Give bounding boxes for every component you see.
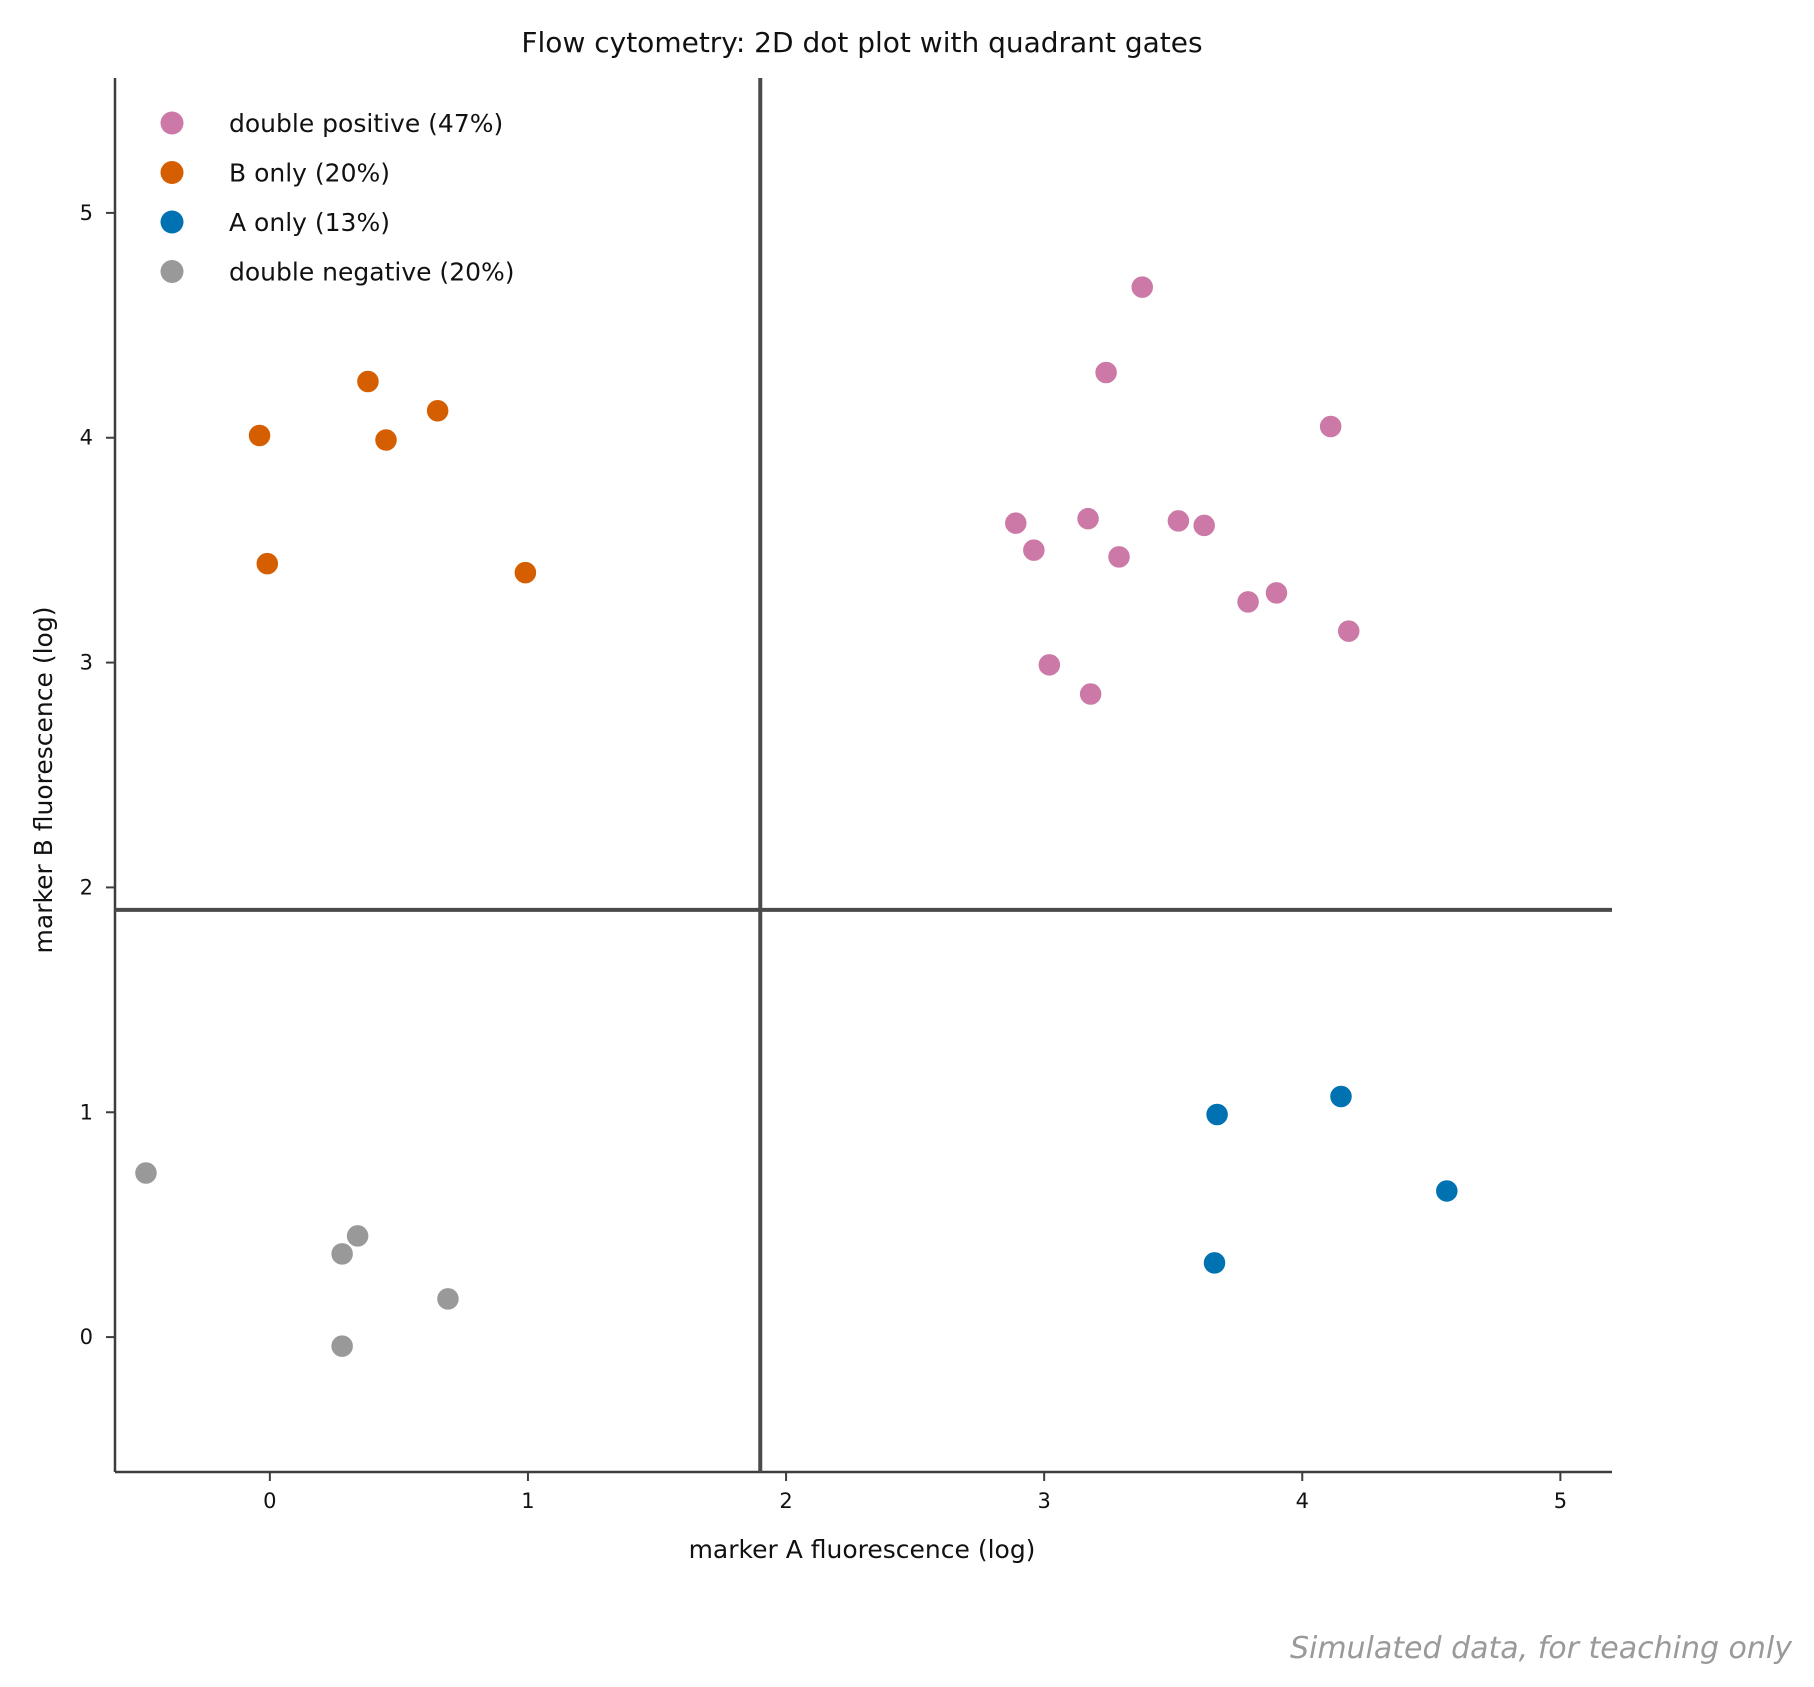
data-point — [1075, 506, 1101, 531]
series-1 — [247, 369, 538, 585]
data-point — [329, 1241, 355, 1267]
legend-marker — [160, 161, 184, 184]
data-point — [1434, 1178, 1460, 1204]
data-point — [1166, 508, 1191, 534]
data-point — [1204, 1102, 1230, 1127]
watermark-text: Simulated data, for teaching only — [1290, 1631, 1793, 1666]
data-point — [1078, 681, 1103, 707]
data-point — [355, 369, 381, 394]
legend-label: double positive (47%) — [229, 109, 503, 138]
y-axis-label: marker B fluorescence (log) — [29, 607, 58, 954]
legend-label: B only (20%) — [229, 159, 390, 188]
data-point — [1328, 1084, 1354, 1109]
x-tick-label: 3 — [1037, 1489, 1050, 1513]
legend-marker — [160, 260, 184, 283]
data-point — [1336, 618, 1361, 644]
x-tick-label: 4 — [1296, 1489, 1309, 1513]
legend-marker — [160, 111, 184, 135]
legend-label: double negative (20%) — [229, 258, 515, 287]
x-tick-label: 1 — [521, 1489, 534, 1513]
data-point — [513, 560, 538, 585]
data-point — [1093, 360, 1119, 385]
legend: double positive (47%) B only (20%) A only … — [160, 109, 515, 287]
data-point — [1021, 537, 1047, 563]
y-tick-label: 3 — [80, 651, 93, 675]
data-point — [255, 551, 280, 576]
data-point — [1191, 513, 1217, 538]
chart-title: Flow cytometry: 2D dot plot with quadran… — [521, 26, 1202, 59]
plot-area: 0 1 2 3 4 5 0 1 2 3 4 5 — [80, 78, 1612, 1513]
x-tick-label: 0 — [263, 1489, 276, 1513]
legend-item: double negative (20%) — [160, 258, 515, 287]
data-point — [1264, 580, 1289, 606]
data-point — [1202, 1250, 1227, 1276]
legend-marker — [160, 210, 184, 234]
data-point — [1106, 544, 1132, 570]
data-point — [1003, 510, 1029, 536]
legend-label: A only (13%) — [229, 208, 390, 237]
legend-item: A only (13%) — [160, 208, 390, 237]
y-tick-label: 4 — [80, 426, 93, 450]
y-tick-label: 2 — [80, 875, 93, 899]
data-point — [1037, 652, 1062, 678]
data-point — [373, 427, 399, 453]
data-point — [345, 1223, 370, 1249]
data-point — [329, 1333, 355, 1359]
series-2 — [1202, 1084, 1460, 1276]
data-point — [1130, 274, 1155, 300]
data-point — [133, 1160, 159, 1186]
series-3 — [133, 1160, 461, 1359]
legend-item: B only (20%) — [160, 159, 390, 188]
data-point — [1235, 589, 1261, 615]
y-tick-label: 1 — [80, 1100, 93, 1124]
legend-item: double positive (47%) — [160, 109, 503, 138]
data-point — [425, 398, 450, 424]
y-tick-label: 0 — [80, 1325, 93, 1349]
series-0 — [1003, 274, 1361, 707]
data-point — [1318, 414, 1343, 439]
x-axis-label: marker A fluorescence (log) — [689, 1535, 1036, 1564]
data-point — [435, 1286, 461, 1312]
x-tick-label: 5 — [1554, 1489, 1567, 1513]
data-point — [247, 423, 272, 448]
x-tick-label: 2 — [779, 1489, 792, 1513]
y-tick-label: 5 — [80, 201, 93, 225]
